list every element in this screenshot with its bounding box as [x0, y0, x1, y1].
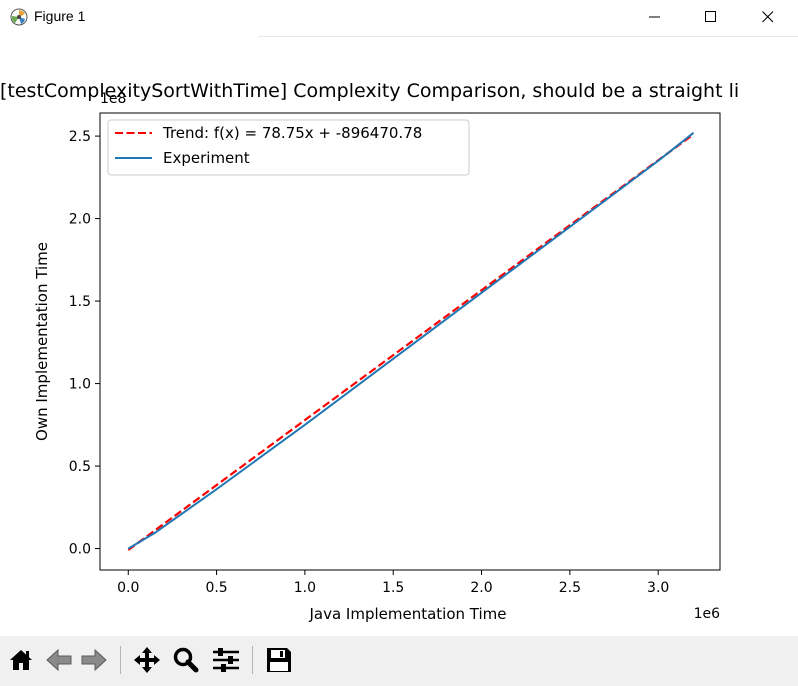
close-icon — [762, 11, 774, 23]
y-tick-label: 0.5 — [69, 459, 91, 475]
minimize-icon — [649, 16, 660, 18]
magnifier-icon — [173, 647, 199, 673]
arrow-right-icon — [81, 648, 107, 672]
sliders-icon — [213, 648, 239, 672]
x-offset-label: 1e6 — [694, 606, 721, 622]
navigation-toolbar — [0, 636, 798, 686]
move-icon — [134, 647, 160, 673]
legend-box — [107, 119, 470, 176]
x-tick-label: 2.0 — [470, 580, 492, 596]
configure-subplots-button[interactable] — [210, 643, 242, 677]
series-line-1 — [127, 132, 695, 550]
arrow-left-icon — [46, 648, 72, 672]
y-tick-label: 2.0 — [69, 212, 91, 228]
axes-frame — [99, 112, 721, 571]
chart-title: [testComplexitySortWithTime] Complexity … — [0, 80, 739, 102]
y-tick-label: 2.5 — [69, 129, 91, 145]
maximize-icon — [705, 11, 716, 22]
pan-button[interactable] — [131, 643, 163, 677]
chart[interactable]: [testComplexitySortWithTime] Complexity … — [0, 37, 798, 635]
back-button[interactable] — [43, 643, 75, 677]
save-button[interactable] — [263, 643, 295, 677]
x-tick-label: 3.0 — [647, 580, 669, 596]
titlebar-divider — [258, 36, 798, 37]
y-tick-label: 0.0 — [69, 542, 91, 558]
y-axis-label: Own Implementation Time — [33, 242, 51, 441]
x-axis-label: Java Implementation Time — [308, 605, 506, 623]
zoom-button[interactable] — [170, 643, 202, 677]
forward-button[interactable] — [78, 643, 110, 677]
y-tick-label: 1.5 — [69, 294, 91, 310]
app-icon — [10, 8, 28, 26]
y-offset-label: 1e8 — [100, 91, 126, 107]
home-icon — [10, 650, 32, 670]
y-tick-label: 1.0 — [69, 377, 91, 393]
toolbar-separator — [252, 646, 253, 674]
x-tick-label: 1.0 — [294, 580, 316, 596]
window-titlebar: Figure 1 — [0, 0, 798, 37]
x-tick-label: 0.5 — [205, 580, 227, 596]
x-tick-label: 2.5 — [559, 580, 581, 596]
floppy-icon — [267, 648, 291, 672]
x-tick-label: 0.0 — [117, 580, 139, 596]
minimize-button[interactable] — [632, 0, 678, 34]
window-title: Figure 1 — [34, 8, 86, 24]
legend-label-0: Trend: f(x) = 78.75x + -896470.78 — [162, 124, 422, 142]
x-tick-label: 1.5 — [382, 580, 404, 596]
legend-label-1: Experiment — [163, 149, 250, 167]
toolbar-separator — [120, 646, 121, 674]
series-line-0 — [127, 133, 695, 551]
home-button[interactable] — [5, 643, 37, 677]
figure-canvas[interactable]: [testComplexitySortWithTime] Complexity … — [0, 37, 798, 635]
maximize-button[interactable] — [688, 0, 734, 34]
close-button[interactable] — [745, 0, 791, 34]
